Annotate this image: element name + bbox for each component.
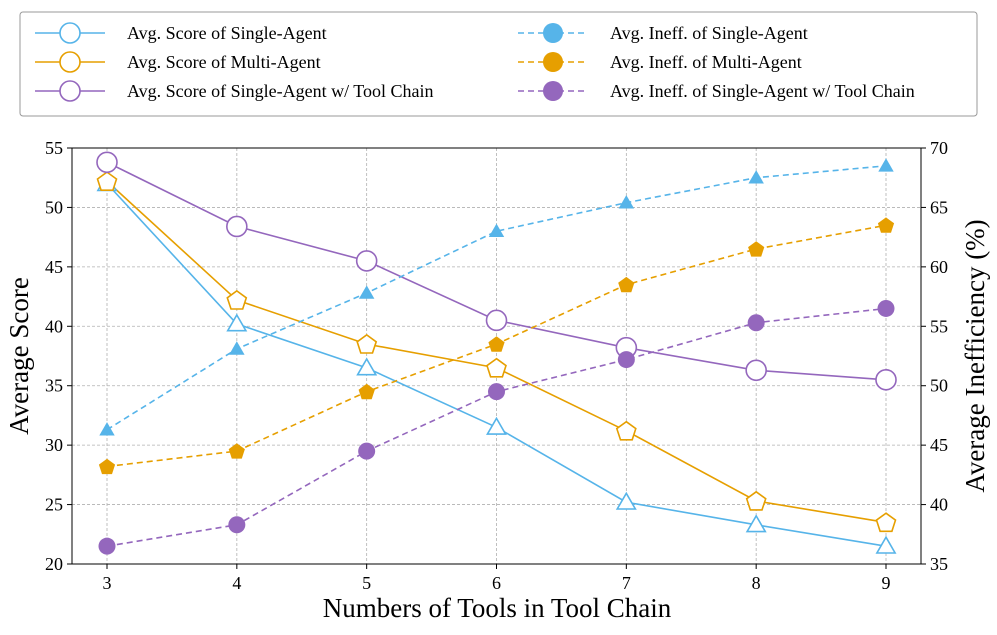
x-tick-label: 8 [752, 573, 761, 593]
data-point [228, 443, 245, 459]
data-point [99, 422, 115, 436]
y-tick-label-right: 35 [930, 554, 948, 574]
legend-label: Avg. Score of Single-Agent w/ Tool Chain [127, 81, 434, 101]
legend-marker [59, 80, 81, 102]
data-point [745, 514, 767, 533]
y-tick-label-right: 70 [930, 138, 948, 158]
legend-label: Avg. Ineff. of Multi-Agent [610, 52, 802, 72]
x-tick-label: 5 [362, 573, 371, 593]
y-tick-label-right: 55 [930, 316, 948, 336]
data-point [618, 276, 635, 293]
data-point [358, 383, 375, 400]
legend: Avg. Score of Single-Agent Avg. Score of … [19, 11, 978, 117]
data-point [229, 341, 245, 355]
data-point [615, 491, 637, 510]
legend-marker [59, 51, 81, 73]
y-tick-label-left: 50 [45, 197, 63, 217]
x-tick-label: 9 [882, 573, 891, 593]
data-point [226, 313, 248, 332]
y-tick-label-right: 60 [930, 257, 948, 277]
x-tick-label: 3 [103, 573, 112, 593]
data-point [617, 351, 635, 369]
data-point [615, 420, 637, 441]
y-tick-label-right: 65 [930, 197, 948, 217]
x-axis-label: Numbers of Tools in Tool Chain [323, 593, 672, 623]
data-point [358, 285, 375, 299]
x-tick-label: 7 [622, 573, 631, 593]
data-point [98, 537, 116, 555]
legend-frame [19, 11, 978, 117]
data-point [745, 359, 767, 382]
legend-marker [543, 23, 563, 43]
y-tick-label-left: 35 [45, 376, 63, 396]
y-tick-label-left: 55 [45, 138, 63, 158]
legend-marker [543, 81, 563, 101]
data-point [96, 151, 118, 174]
y-tick-label-left: 40 [45, 316, 63, 336]
data-point [226, 289, 248, 310]
data-point [356, 333, 378, 354]
data-point [875, 512, 897, 533]
data-point [878, 158, 894, 172]
data-point [488, 383, 505, 401]
legend-label: Avg. Ineff. of Single-Agent [610, 23, 808, 43]
data-point [96, 171, 118, 191]
data-point [488, 223, 505, 237]
data-point [748, 241, 765, 257]
data-point [875, 368, 897, 391]
data-point [747, 314, 765, 332]
legend-label: Avg. Score of Multi-Agent [127, 52, 321, 72]
y-tick-label-left: 45 [45, 257, 63, 277]
legend-marker [59, 22, 81, 44]
data-point [356, 357, 378, 376]
y-tick-label-left: 20 [45, 554, 63, 574]
data-point [877, 217, 895, 233]
data-point [877, 299, 895, 317]
data-point [618, 195, 635, 209]
y-tick-label-left: 25 [45, 495, 63, 515]
x-tick-label: 6 [492, 573, 501, 593]
x-tick-label: 4 [232, 573, 241, 593]
legend-marker [543, 52, 563, 72]
data-point [486, 416, 507, 435]
data-point [748, 170, 764, 184]
data-point [228, 516, 246, 534]
data-point [488, 336, 505, 352]
data-point [875, 535, 897, 554]
data-point [745, 490, 767, 511]
y-tick-label-right: 50 [930, 376, 948, 396]
y-axis-label-right: Average Inefficiency (%) [960, 219, 990, 492]
y-axis-label-left: Average Score [4, 277, 34, 435]
data-point [486, 357, 507, 378]
y-tick-label-right: 45 [930, 435, 948, 455]
data-point [98, 458, 116, 475]
data-point [355, 250, 378, 272]
legend-label: Avg. Score of Single-Agent [127, 23, 327, 43]
data-point [358, 442, 376, 460]
legend-label: Avg. Ineff. of Single-Agent w/ Tool Chai… [610, 81, 915, 101]
y-tick-label-left: 30 [45, 435, 63, 455]
data-point [226, 215, 248, 238]
data-point [485, 309, 508, 332]
y-tick-label-right: 40 [930, 495, 948, 515]
